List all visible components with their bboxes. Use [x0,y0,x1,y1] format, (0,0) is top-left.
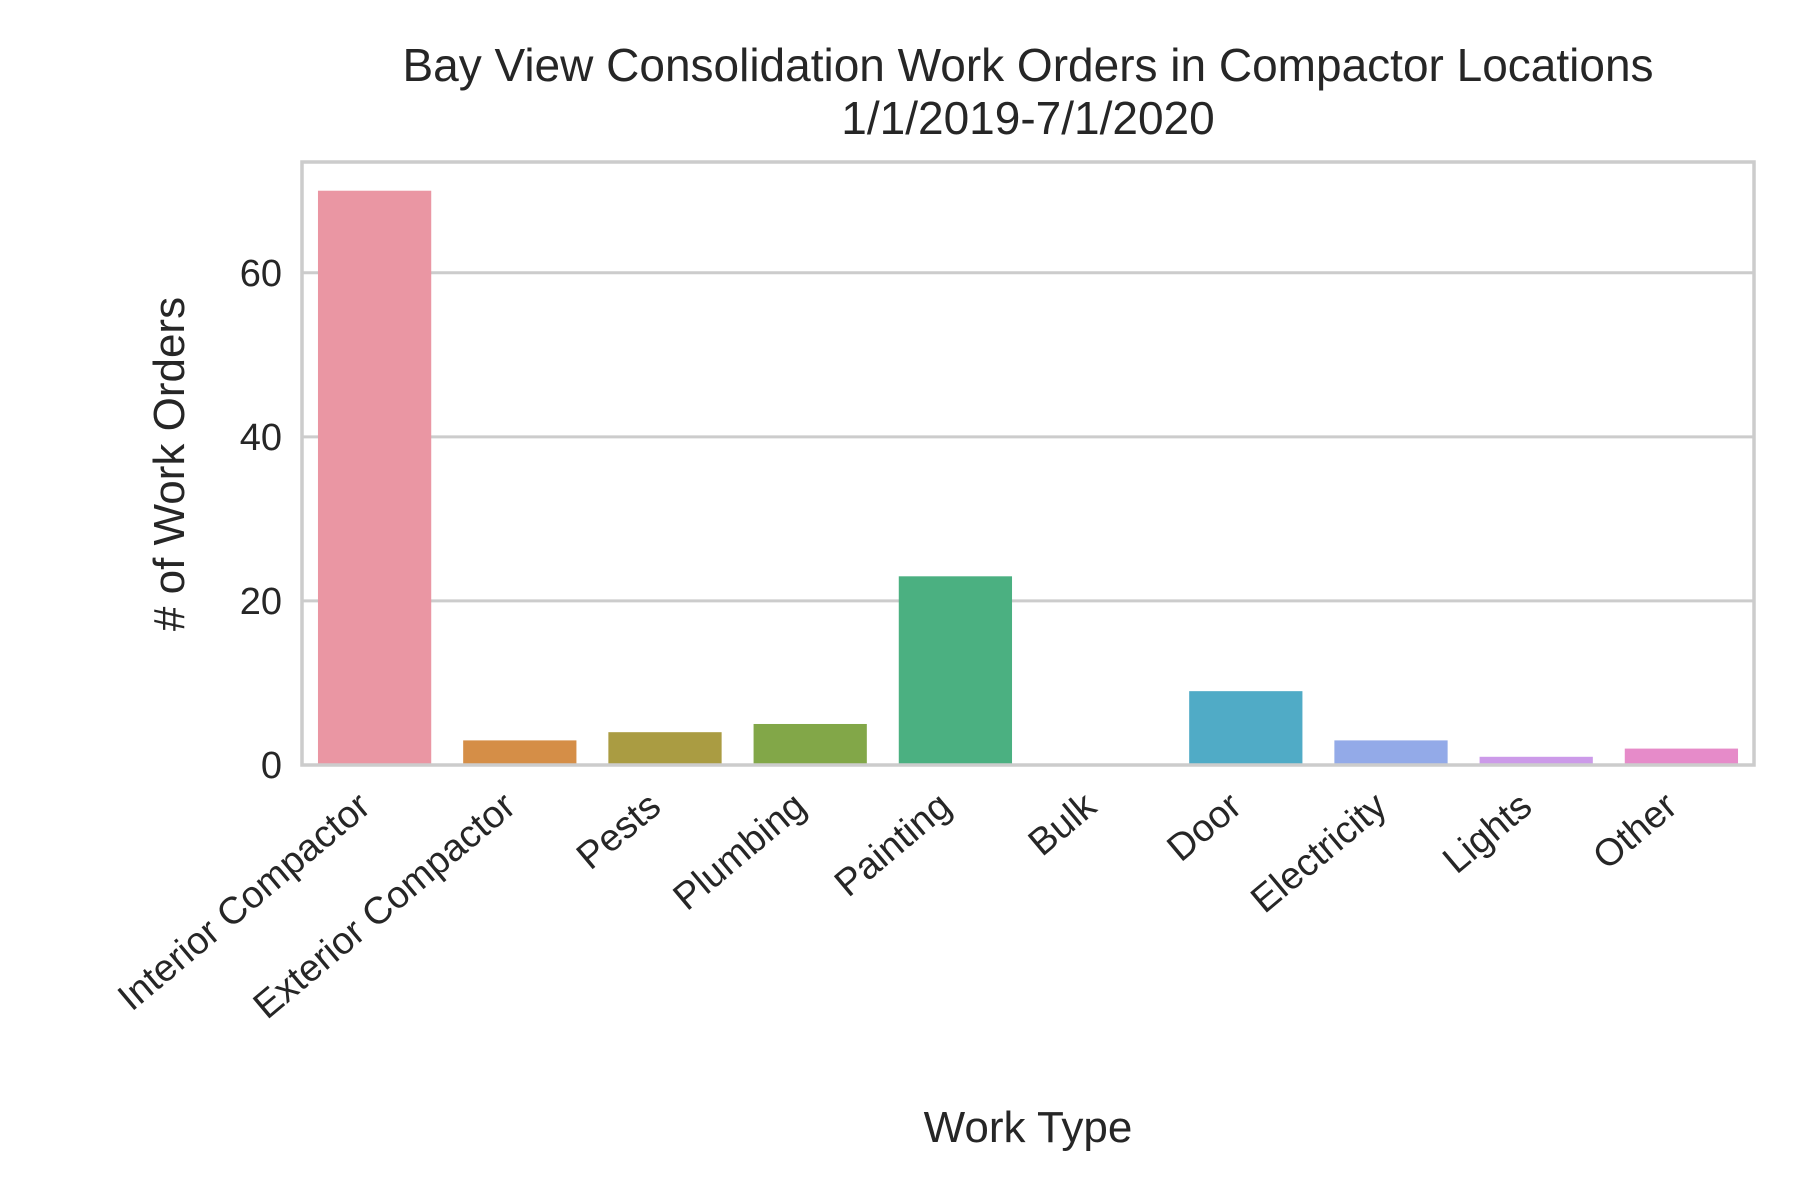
x-tick-label: Bulk [1021,784,1105,864]
y-axis-label: # of Work Orders [145,297,194,631]
y-tick-label: 40 [240,417,282,459]
x-tick-label: Door [1159,785,1249,870]
x-tick-label: Lights [1435,785,1540,882]
gridlines [302,271,1754,603]
y-tick-label: 20 [240,581,282,623]
bar-pests [608,732,722,765]
plot-frame [300,160,1756,767]
bar-door [1189,691,1303,765]
bar-exterior-compactor [463,740,577,765]
y-tick-label: 0 [261,745,282,787]
bar-interior-compactor [317,190,432,765]
chart-title: Bay View Consolidation Work Orders in Co… [402,39,1653,91]
bar-plumbing [753,723,867,765]
x-tick-label: Painting [827,785,959,905]
x-tick-label: Pests [569,785,669,878]
bars [317,190,1739,765]
x-tick-label: Exterior Compactor [246,785,524,1028]
x-tick-label: Plumbing [666,785,814,919]
y-tick-label: 60 [240,253,282,295]
x-tick-label: Electricity [1243,785,1395,922]
bar-electricity [1334,740,1448,765]
y-tick-labels: 0 20 40 60 [240,253,282,787]
bar-other [1624,748,1739,765]
bar-painting [898,576,1013,765]
chart-subtitle: 1/1/2019-7/1/2020 [841,92,1214,144]
x-tick-label: Interior Compactor [110,785,378,1020]
x-axis-label: Work Type [924,1103,1133,1152]
bar-lights [1479,756,1593,765]
x-tick-label: Other [1585,785,1685,878]
